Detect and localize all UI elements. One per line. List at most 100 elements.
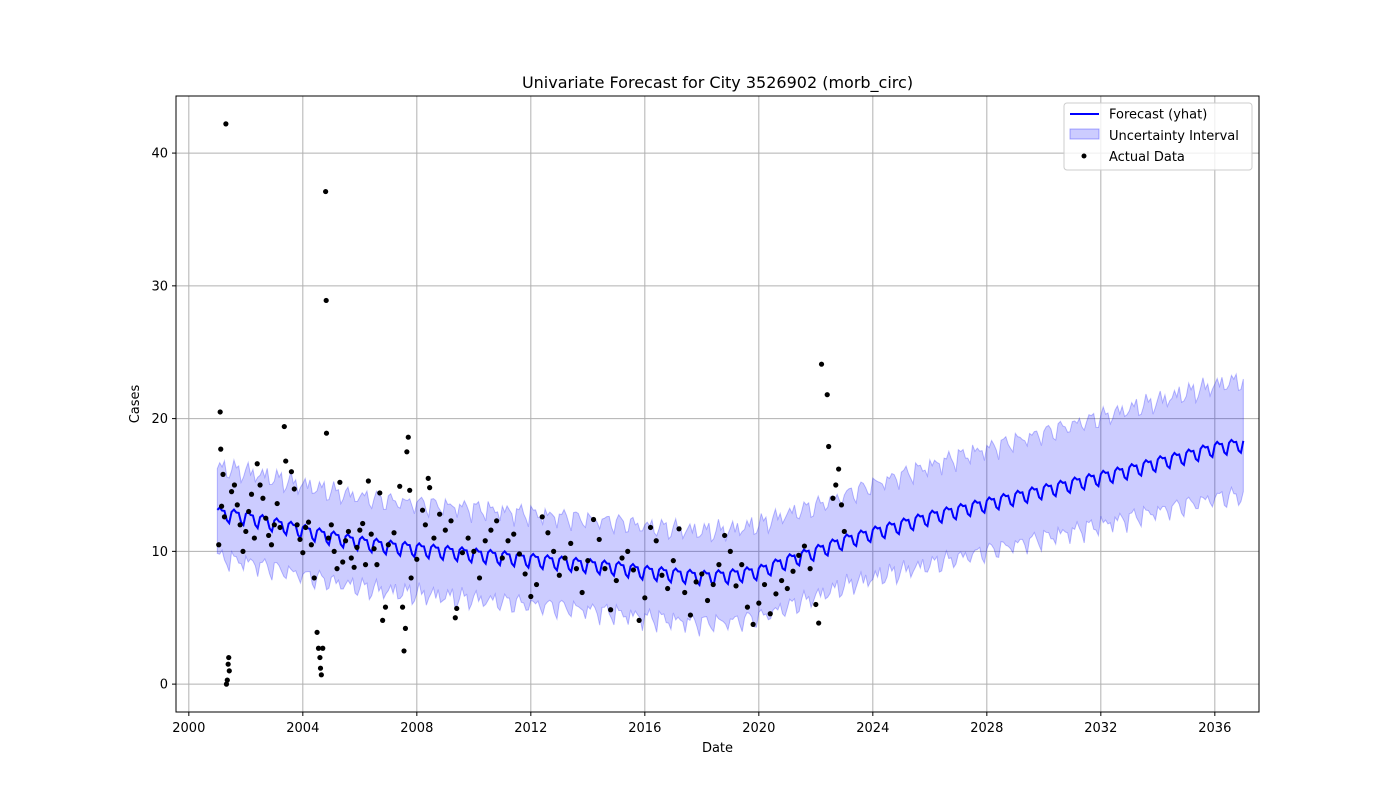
actual-data-point [647,524,654,531]
actual-data-point [636,617,642,623]
actual-data-point [308,542,314,548]
actual-data-point [263,515,269,521]
actual-data-point [323,430,330,436]
actual-data-point [257,482,263,488]
actual-data-point [562,555,568,561]
legend-box [1063,102,1253,171]
y-tick-label: 30 [151,279,168,294]
actual-data-point [833,482,839,488]
actual-data-point [818,361,825,367]
uncertainty-band-layer [216,372,1244,637]
actual-data-point [826,443,832,450]
actual-data-point [476,575,483,581]
actual-data-point [625,548,631,554]
actual-data-point [234,502,240,508]
actual-data-point [431,535,437,541]
actual-data-point [596,536,602,543]
actual-data-point [841,528,847,535]
actual-data-point [602,566,608,572]
actual-data-point [281,423,287,430]
actual-data-point [225,661,231,667]
actual-data-layer [216,121,847,687]
actual-data-point [653,538,659,544]
actual-data-point [505,538,511,544]
actual-data-point [716,562,722,568]
actual-data-point [522,571,528,577]
actual-data-point [297,536,303,543]
actual-data-point [318,672,324,678]
actual-data-point [221,514,228,520]
actual-data-point [331,548,337,554]
x-tick-label: 2020 [742,721,775,736]
actual-data-point [397,483,403,489]
actual-data-point [761,581,768,588]
actual-data-point [271,522,277,528]
actual-data-point [314,629,320,635]
actual-data-point [630,567,637,573]
actual-data-point [323,297,329,304]
actual-data-point [767,611,773,617]
actual-data-point [217,409,223,415]
actual-data-point [516,551,523,557]
actual-data-point [277,524,283,531]
actual-data-point [722,532,728,539]
actual-data-point [311,575,317,581]
x-tick-label: 2000 [172,721,205,736]
x-tick-label: 2032 [1084,721,1117,736]
actual-data-point [756,600,762,606]
actual-data-point [568,540,574,546]
actual-data-point [362,562,369,568]
actual-data-point [533,581,540,588]
actual-data-point [465,535,471,541]
actual-data-point [642,595,648,601]
actual-data-point [830,495,836,501]
axis-ticks: 2000 2004 2008 2012 2016 2020 2024 2028 2032 2036… [151,147,1231,736]
actual-data-point [266,532,272,539]
actual-data-point [733,583,739,589]
actual-data-point [231,482,238,488]
actual-data-point [334,566,340,572]
actual-data-point [665,585,671,592]
plot-frame [175,95,1260,713]
actual-data-point [385,542,391,548]
actual-data-point [687,612,694,618]
actual-data-point [784,585,790,592]
actual-data-point [613,577,619,584]
actual-data-point [556,572,562,578]
actual-data-point [377,490,383,496]
actual-data-point [294,522,300,528]
actual-data-point [342,538,349,544]
x-tick-label: 2008 [400,721,433,736]
y-axis-title: Cases [128,384,143,423]
actual-data-point [368,531,374,537]
grid [176,96,1259,712]
actual-data-point [704,597,711,604]
actual-data-point [300,550,306,556]
actual-data-point [365,478,371,484]
actual-data-point [585,558,591,564]
actual-data-point [796,552,802,558]
actual-data-point [404,449,410,455]
y-tick-label: 0 [160,678,168,693]
actual-data-point [315,645,322,651]
actual-data-point [237,522,243,528]
actual-data-point [348,555,354,561]
actual-data-point [619,555,625,561]
actual-data-point [838,502,845,508]
uncertainty-band [216,372,1244,637]
actual-data-point [260,495,266,501]
x-tick-label: 2004 [286,721,319,736]
actual-data-point [320,645,326,651]
legend-actual-label: Actual Data [1109,150,1185,165]
actual-data-point [693,579,699,585]
actual-data-point [545,530,551,536]
actual-data-point [448,518,454,524]
actual-data-point [807,566,813,572]
legend-interval-label: Uncertainty Interval [1109,129,1239,144]
actual-data-point [452,615,458,621]
actual-data-point [408,575,414,581]
actual-data-point [323,188,329,195]
x-tick-label: 2036 [1198,721,1231,736]
actual-data-point [317,665,324,671]
